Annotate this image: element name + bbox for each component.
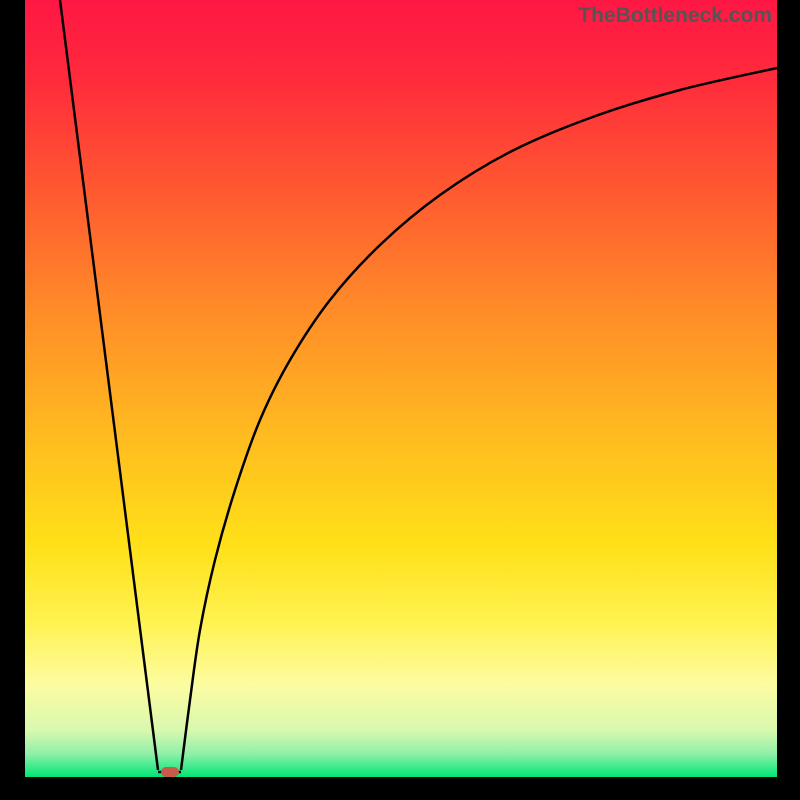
chart-background xyxy=(25,0,777,777)
optimum-marker xyxy=(161,767,179,777)
bottleneck-chart xyxy=(0,0,800,800)
watermark-text: TheBottleneck.com xyxy=(578,4,772,28)
chart-container: TheBottleneck.com xyxy=(0,0,800,800)
